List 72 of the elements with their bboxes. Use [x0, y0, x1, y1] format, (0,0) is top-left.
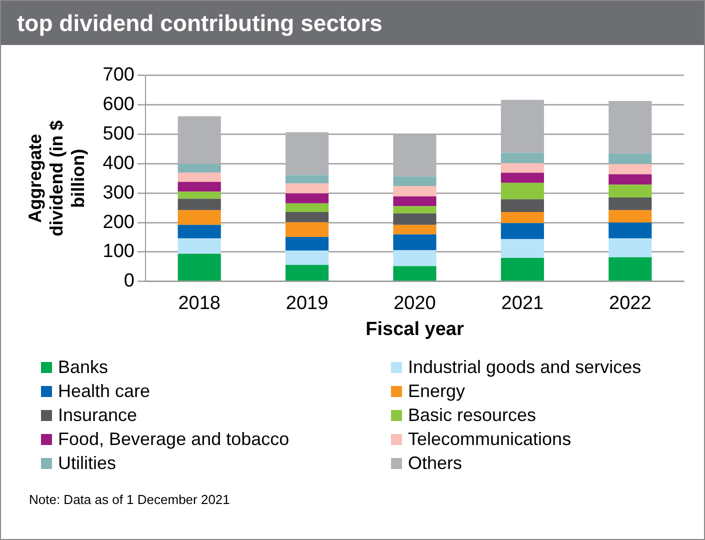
bar — [393, 196, 436, 206]
bar — [608, 174, 652, 185]
bar — [393, 266, 436, 281]
legend-label: Others — [408, 452, 462, 474]
bar — [393, 234, 436, 250]
y-tick-label: 600 — [102, 94, 134, 116]
y-tick-label: 100 — [102, 241, 134, 262]
y-tick-label: 500 — [102, 123, 134, 144]
y-tick-label: 200 — [102, 212, 134, 233]
chart-title: top dividend contributing sectors — [1, 1, 704, 45]
bar — [608, 257, 652, 281]
bar — [286, 212, 329, 222]
bar — [178, 224, 221, 238]
bar — [500, 199, 544, 212]
bar — [500, 182, 544, 200]
bar — [500, 223, 544, 240]
x-tick-label: 2018 — [178, 293, 220, 314]
bar — [500, 212, 544, 224]
bar — [178, 210, 221, 225]
legend-label: Food, Beverage and tobacco — [58, 428, 290, 450]
text: Note: Data as of 1 December 2021 — [29, 491, 230, 508]
legend-label: Industrial goods and services — [408, 356, 642, 378]
bar — [286, 193, 329, 204]
bar — [393, 213, 436, 225]
y-tick-label: 0 — [124, 270, 134, 292]
bar — [608, 198, 652, 210]
bar — [500, 152, 544, 164]
legend-label: Basic resources — [408, 404, 536, 426]
bar — [608, 222, 652, 238]
legend-label: Insurance — [58, 404, 138, 426]
x-axis-title: Fiscal year — [366, 318, 464, 340]
y-tick-label: 700 — [102, 64, 134, 86]
y-tick-label: 300 — [102, 182, 134, 204]
bar — [178, 198, 221, 210]
legend-label: Utilities — [58, 452, 116, 474]
bar — [500, 172, 544, 183]
bar — [393, 224, 436, 234]
bar — [178, 172, 221, 182]
bar — [286, 236, 329, 250]
legend-label: Energy — [408, 380, 466, 402]
bar — [178, 182, 221, 192]
legend-label: Health care — [58, 380, 150, 402]
legend-label: Banks — [58, 356, 108, 378]
bar — [393, 186, 436, 196]
bar — [500, 239, 544, 258]
legend-label: Telecommunications — [408, 428, 572, 450]
bar — [393, 250, 436, 266]
y-axis-title: Aggregate dividend (in $ billion) — [24, 120, 88, 236]
bar — [286, 175, 329, 184]
bar — [286, 203, 329, 212]
bar — [178, 192, 221, 199]
bar — [608, 164, 652, 174]
x-tick-label: 2022 — [609, 293, 652, 314]
x-tick-label: 2020 — [394, 293, 436, 314]
bar — [608, 184, 652, 198]
bar — [393, 206, 436, 214]
bar — [500, 163, 544, 173]
bar — [286, 264, 329, 281]
y-tick-label: 400 — [102, 152, 134, 174]
bar — [608, 238, 652, 258]
x-tick-label: 2021 — [501, 293, 544, 314]
bar — [608, 210, 652, 223]
bar — [286, 222, 329, 237]
bar — [178, 254, 221, 281]
bar — [393, 176, 436, 186]
x-tick-label: 2019 — [286, 293, 328, 314]
bar — [178, 164, 221, 173]
bar — [286, 183, 329, 194]
bar — [608, 153, 652, 164]
bar — [286, 250, 329, 265]
bar — [178, 238, 221, 254]
bar — [500, 258, 544, 281]
